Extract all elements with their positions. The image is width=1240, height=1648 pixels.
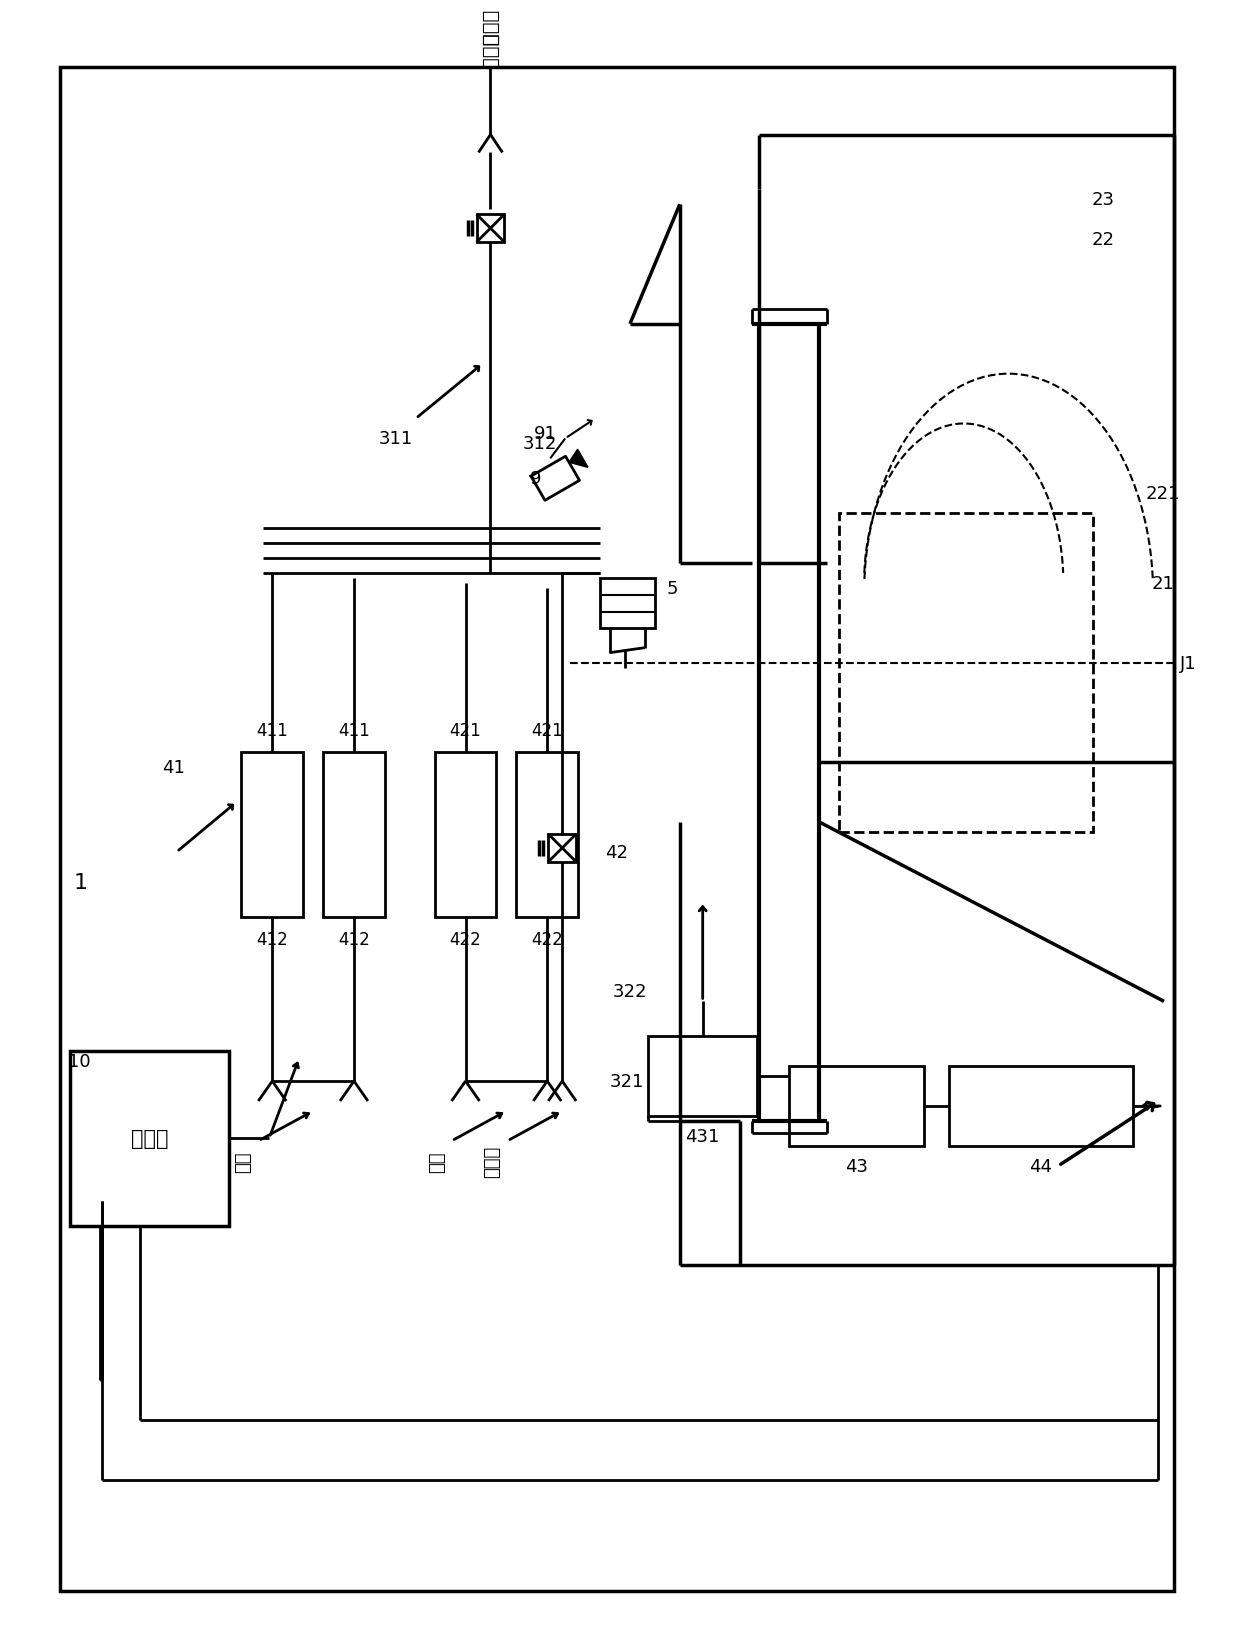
Text: 412: 412 [339,929,370,948]
Text: 311: 311 [378,430,413,448]
Bar [949,1066,1133,1145]
Text: 22: 22 [1091,231,1115,249]
Bar [476,216,505,242]
Text: 1: 1 [74,872,88,892]
Bar [69,1051,229,1226]
Text: 纯水: 纯水 [428,1150,445,1172]
Text: 431: 431 [686,1127,720,1145]
Bar [242,753,303,916]
Text: 43: 43 [844,1157,868,1175]
Bar [324,753,384,916]
Text: 321: 321 [610,1073,644,1091]
Text: 23: 23 [1091,191,1115,209]
Bar [516,753,578,916]
Text: 411: 411 [257,722,288,740]
Bar [600,578,655,628]
Text: 41: 41 [162,758,185,776]
Text: 冲洗液: 冲洗液 [481,8,500,44]
Text: 氮气: 氮气 [234,1150,253,1172]
Text: 221: 221 [1146,485,1180,503]
Text: J1: J1 [1179,654,1197,672]
Text: 10: 10 [68,1053,91,1071]
Bar [548,834,577,862]
Text: 421: 421 [450,722,481,740]
Text: 312: 312 [523,435,558,453]
Bar [839,514,1094,832]
Text: 9: 9 [529,470,541,488]
Text: 42: 42 [605,844,629,862]
Text: 5: 5 [667,580,678,598]
Bar [790,1066,924,1145]
Bar [435,753,496,916]
Text: 411: 411 [339,722,370,740]
Text: 冲洗液: 冲洗液 [481,33,500,69]
Text: 21: 21 [1152,575,1174,593]
Text: 412: 412 [257,929,288,948]
Text: 91: 91 [534,425,557,443]
Text: 422: 422 [532,929,563,948]
Polygon shape [569,450,588,468]
Text: 421: 421 [532,722,563,740]
Bar [647,1037,758,1116]
Text: 控制部: 控制部 [131,1129,169,1149]
Text: 422: 422 [450,929,481,948]
Text: 44: 44 [1029,1157,1052,1175]
Text: 322: 322 [613,982,647,1000]
Text: 保护液: 保护液 [484,1145,501,1177]
